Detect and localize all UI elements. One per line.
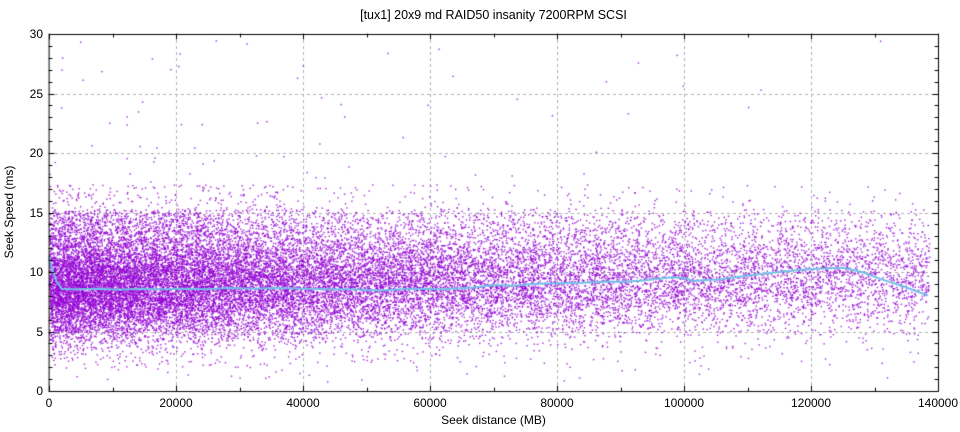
y-tick-label: 30 [29, 27, 43, 41]
chart-title: [tux1] 20x9 md RAID50 insanity 7200RPM S… [360, 8, 627, 22]
x-tick-label: 120000 [790, 396, 832, 410]
y-tick-label: 20 [29, 146, 43, 160]
y-tick-label: 15 [29, 205, 43, 220]
x-tick-label: 60000 [413, 396, 447, 410]
x-tick-label: 0 [45, 396, 53, 410]
x-tick-label: 100000 [663, 396, 705, 410]
x-tick-label: 20000 [159, 396, 193, 410]
x-axis-label: Seek distance (MB) [441, 413, 546, 427]
y-tick-label: 0 [36, 384, 43, 398]
x-tick-label: 140000 [917, 396, 959, 410]
x-tick-label: 40000 [286, 396, 320, 410]
y-tick-label: 5 [36, 324, 43, 339]
y-tick-label: 10 [29, 265, 43, 279]
x-tick-label: 80000 [540, 396, 574, 410]
y-tick-label: 25 [29, 86, 43, 101]
